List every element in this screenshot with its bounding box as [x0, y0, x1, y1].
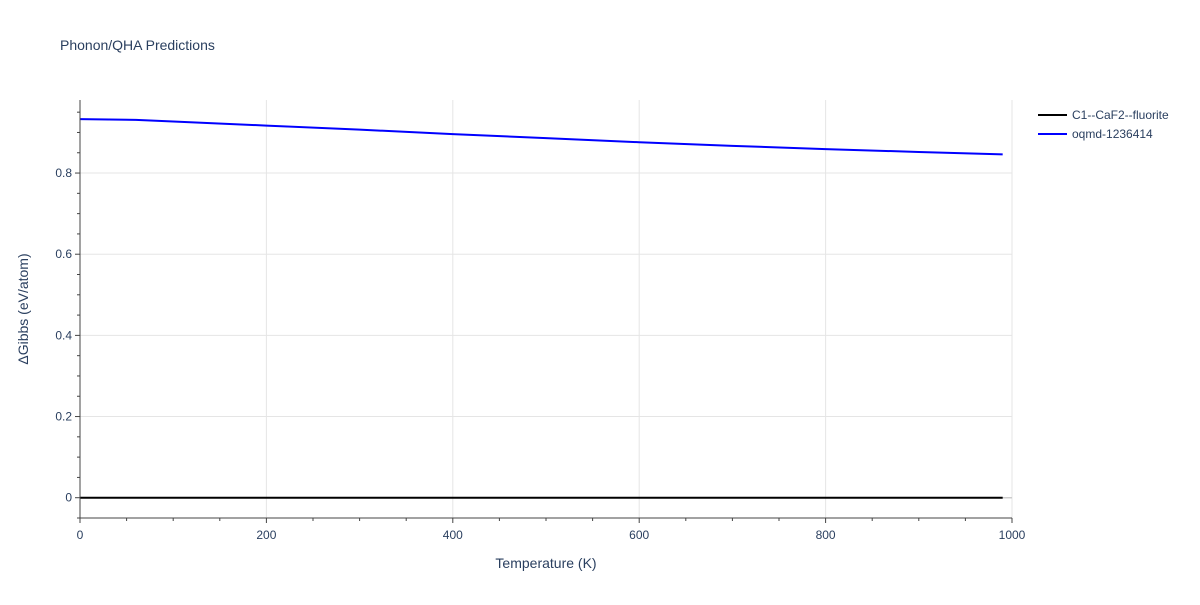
y-tick-label: 0.8 [55, 166, 72, 180]
chart-title: Phonon/QHA Predictions [60, 37, 215, 53]
y-tick-label: 0 [65, 491, 72, 505]
y-tick-label: 0.6 [55, 247, 72, 261]
y-tick-label: 0.2 [55, 410, 72, 424]
y-axis-title: ΔGibbs (eV/atom) [15, 253, 31, 364]
x-tick-label: 1000 [999, 528, 1026, 542]
x-tick-label: 800 [816, 528, 836, 542]
x-tick-label: 600 [629, 528, 649, 542]
y-tick-label: 0.4 [55, 328, 72, 342]
x-tick-label: 400 [443, 528, 463, 542]
ticks: 0 200 400 600 800 1000 0 0.2 0.4 0.6 0.8 [55, 111, 1026, 542]
x-tick-label: 200 [256, 528, 276, 542]
x-axis-title: Temperature (K) [495, 555, 596, 571]
series-line-1 [79, 118, 1003, 156]
plot-area [80, 100, 1012, 518]
legend-label-0: C1--CaF2--fluorite [1072, 108, 1169, 122]
series-layer [79, 118, 1003, 499]
legend-label-1: oqmd-1236414 [1072, 127, 1153, 141]
legend: C1--CaF2--fluorite oqmd-1236414 [1038, 108, 1169, 141]
x-tick-label: 0 [77, 528, 84, 542]
